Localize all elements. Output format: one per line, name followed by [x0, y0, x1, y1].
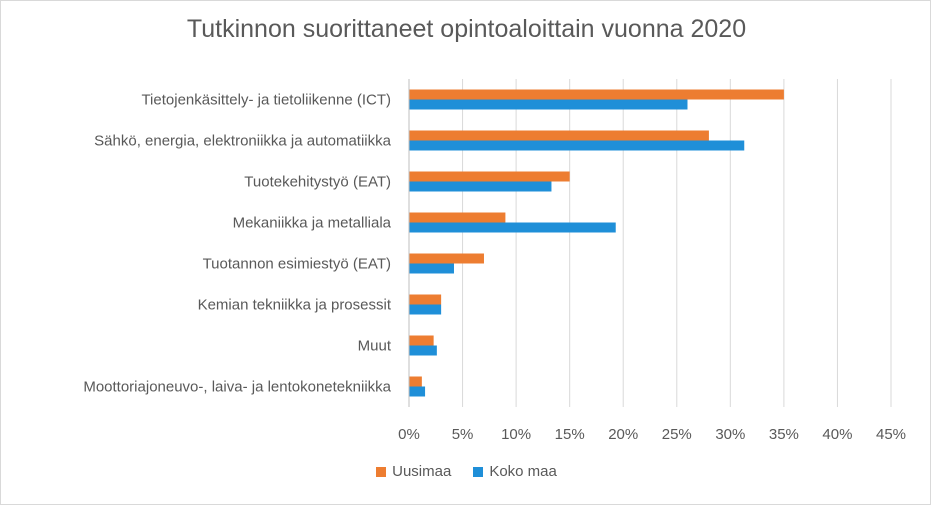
- x-tick-label: 0%: [398, 426, 420, 443]
- x-tick-label: 40%: [822, 426, 852, 443]
- x-tick-label: 10%: [501, 426, 531, 443]
- bar-koko-maa: [409, 222, 616, 233]
- x-tick-label: 25%: [662, 426, 692, 443]
- bar-uusimaa: [409, 130, 709, 141]
- legend-label: Uusimaa: [392, 463, 452, 480]
- category-label: Tuotekehitystyö (EAT): [244, 174, 391, 191]
- bar-uusimaa: [409, 89, 784, 100]
- category-label: Tietojenkäsittely- ja tietoliikenne (ICT…: [141, 92, 391, 109]
- x-tick-label: 5%: [452, 426, 474, 443]
- category-label: Sähkö, energia, elektroniikka ja automat…: [94, 133, 391, 150]
- bar-uusimaa: [409, 253, 484, 264]
- legend-item: Koko maa: [473, 463, 557, 480]
- bar-uusimaa: [409, 376, 422, 387]
- bar-koko-maa: [409, 304, 442, 315]
- legend-swatch: [376, 466, 387, 477]
- category-label: Tuotannon esimiestyö (EAT): [203, 256, 391, 273]
- bar-koko-maa: [409, 345, 437, 356]
- bar-koko-maa: [409, 263, 454, 274]
- legend-swatch: [473, 466, 484, 477]
- x-tick-label: 35%: [769, 426, 799, 443]
- bar-uusimaa: [409, 335, 434, 346]
- category-label: Kemian tekniikka ja prosessit: [198, 297, 392, 314]
- bar-uusimaa: [409, 171, 570, 182]
- x-tick-label: 45%: [876, 426, 906, 443]
- bar-uusimaa: [409, 212, 506, 223]
- bar-koko-maa: [409, 181, 552, 192]
- chart-title: Tutkinnon suorittaneet opintoaloittain v…: [186, 15, 747, 43]
- legend: Uusimaa Koko maa: [1, 463, 931, 480]
- category-label: Mekaniikka ja metalliala: [233, 215, 392, 232]
- bar-uusimaa: [409, 294, 442, 305]
- x-tick-label: 15%: [555, 426, 585, 443]
- legend-label: Koko maa: [489, 463, 557, 480]
- bar-koko-maa: [409, 140, 745, 151]
- bar-koko-maa: [409, 99, 688, 110]
- x-tick-label: 30%: [715, 426, 745, 443]
- category-label: Moottoriajoneuvo-, laiva- ja lentokonete…: [83, 379, 391, 396]
- bar-koko-maa: [409, 386, 426, 397]
- category-label: Muut: [358, 338, 392, 355]
- legend-item: Uusimaa: [376, 463, 451, 480]
- x-tick-label: 20%: [608, 426, 638, 443]
